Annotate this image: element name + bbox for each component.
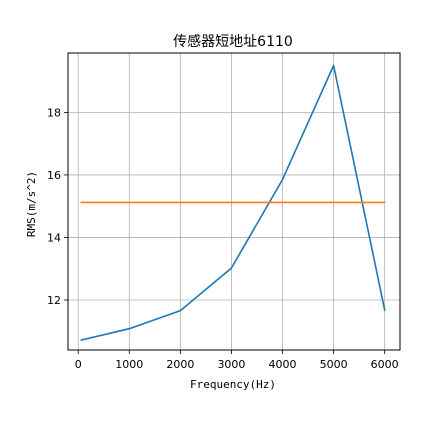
series-line-0: [80, 64, 386, 341]
x-axis-label: Frequency(Hz): [190, 378, 276, 391]
x-tick-label: 0: [75, 358, 82, 371]
y-tick-label: 12: [47, 294, 61, 307]
y-axis: 12 14 16 18: [47, 106, 68, 307]
y-tick-label: 16: [47, 169, 61, 182]
series-layer: [80, 64, 386, 341]
x-tick-label: 5000: [320, 358, 348, 371]
y-tick-label: 18: [47, 106, 61, 119]
x-tick-label: 6000: [371, 358, 399, 371]
x-axis: 0 1000 2000 3000 4000 5000 6000: [75, 350, 399, 371]
chart-title: 传感器短地址6110: [173, 33, 293, 50]
x-tick-label: 2000: [166, 358, 194, 371]
y-tick-label: 14: [47, 231, 61, 244]
plot-frame: [67, 52, 401, 351]
plot-area: [68, 53, 400, 350]
grid-lines: [68, 53, 400, 350]
x-tick-label: 3000: [217, 358, 245, 371]
y-axis-label: RMS(m/s^2): [25, 171, 38, 237]
x-tick-label: 1000: [115, 358, 143, 371]
x-tick-label: 4000: [269, 358, 297, 371]
